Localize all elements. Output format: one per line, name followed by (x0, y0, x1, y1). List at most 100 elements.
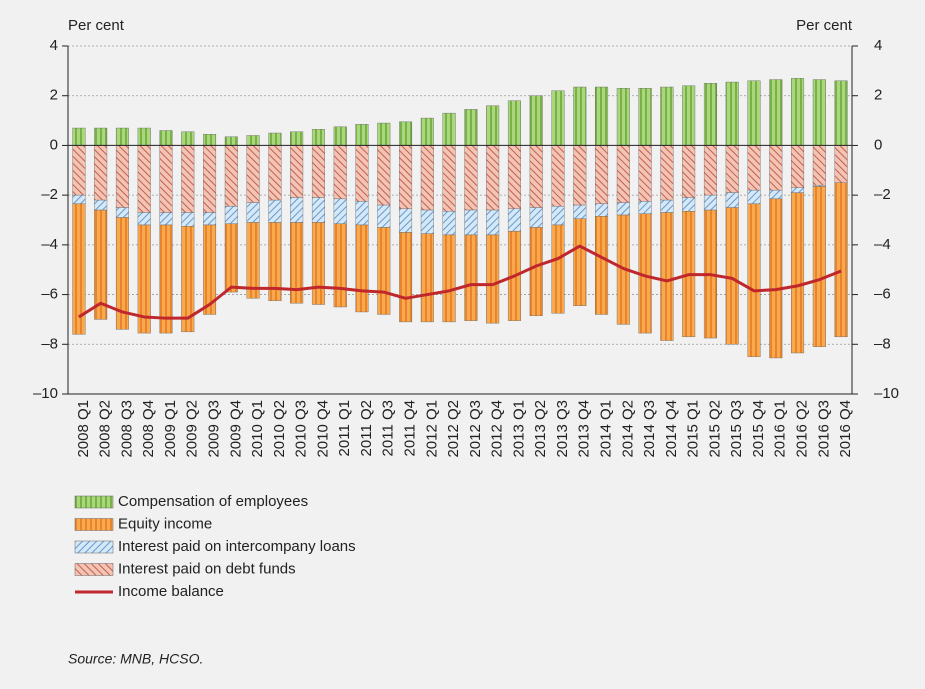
bar (682, 197, 696, 212)
bar (464, 234, 478, 321)
bar (94, 127, 108, 146)
x-tick-label: 2010 Q3 (293, 400, 310, 458)
bar (747, 80, 761, 146)
line (78, 244, 842, 320)
bar (703, 83, 717, 146)
x-tick-label: 2016 Q3 (815, 400, 832, 458)
bar (638, 201, 652, 214)
x-tick-label: 2013 Q2 (532, 400, 549, 458)
x-tick-label: 2016 Q1 (772, 400, 789, 458)
x-tick-label: 2011 Q2 (358, 400, 375, 456)
bar (181, 145, 195, 213)
bar (420, 209, 434, 234)
bar (333, 145, 347, 200)
x-tick-label: 2008 Q1 (75, 400, 92, 458)
bar (290, 131, 304, 146)
y-tick-label: –10 (33, 385, 58, 402)
bar (638, 88, 652, 146)
bar (420, 145, 434, 211)
bar (551, 90, 565, 146)
y-axis-label: Per cent (68, 17, 125, 34)
bar (159, 224, 173, 334)
bar (94, 145, 108, 201)
bar (573, 86, 587, 146)
y2-tick-label: –10 (874, 385, 899, 402)
y-tick-label: 0 (50, 136, 58, 153)
x-tick-label: 2014 Q1 (598, 400, 615, 458)
y2-tick-label: –4 (874, 236, 891, 253)
bar (725, 145, 739, 193)
bar (94, 199, 108, 211)
bar (595, 86, 609, 146)
y-tick-label: 2 (50, 87, 58, 104)
y-tick-label: –8 (41, 335, 58, 352)
legend-label: Income balance (118, 583, 224, 600)
bar (442, 211, 456, 236)
bar (442, 145, 456, 212)
bar (682, 145, 696, 198)
y2-axis-label: Per cent (796, 17, 853, 34)
y-tick-label: –2 (41, 186, 58, 203)
bar (137, 145, 151, 213)
bar (529, 145, 543, 208)
bar (203, 134, 217, 146)
bar (486, 209, 500, 236)
x-tick-label: 2015 Q3 (728, 400, 745, 458)
bar (616, 145, 630, 203)
x-tick-label: 2016 Q4 (837, 400, 854, 458)
bar (769, 145, 783, 191)
bar (725, 192, 739, 208)
bar (399, 145, 413, 210)
bar (791, 145, 805, 188)
bar (377, 204, 391, 228)
legend-label: Interest paid on debt funds (118, 560, 296, 577)
x-tick-label: 2013 Q3 (554, 400, 571, 458)
bar (747, 145, 761, 191)
bar (551, 145, 565, 207)
bar (486, 234, 500, 324)
bar (660, 212, 674, 341)
bar (268, 222, 282, 301)
bar (399, 208, 413, 233)
bar (333, 198, 347, 224)
x-tick-label: 2012 Q4 (489, 400, 506, 458)
x-tick-label: 2011 Q3 (380, 400, 397, 456)
bar (311, 145, 325, 198)
bar (486, 105, 500, 146)
bar (834, 145, 848, 183)
bar (246, 145, 260, 203)
bar (747, 203, 761, 357)
y-tick-label: –6 (41, 286, 58, 303)
bar (769, 189, 783, 200)
bar (420, 117, 434, 146)
x-tick-label: 2010 Q2 (271, 400, 288, 458)
bar (551, 224, 565, 314)
bar (812, 79, 826, 146)
bar (377, 145, 391, 206)
bar (638, 145, 652, 202)
bar (529, 207, 543, 228)
x-tick-label: 2016 Q2 (794, 400, 811, 458)
bar (791, 78, 805, 146)
bar (355, 124, 369, 146)
bar (268, 132, 282, 146)
bar (529, 95, 543, 146)
bar (246, 135, 260, 146)
bar (703, 194, 717, 211)
x-tick-label: 2009 Q1 (162, 400, 179, 458)
bar (355, 201, 369, 226)
bar (573, 204, 587, 219)
bar (725, 81, 739, 146)
bar (355, 145, 369, 202)
x-tick-label: 2014 Q2 (619, 400, 636, 458)
bar (464, 145, 478, 211)
bar (595, 203, 609, 217)
y2-tick-label: –8 (874, 335, 891, 352)
y2-tick-label: –6 (874, 286, 891, 303)
bar (224, 145, 238, 207)
bar (246, 202, 260, 223)
x-tick-label: 2012 Q3 (467, 400, 484, 458)
bar (834, 182, 848, 338)
bar (486, 145, 500, 211)
